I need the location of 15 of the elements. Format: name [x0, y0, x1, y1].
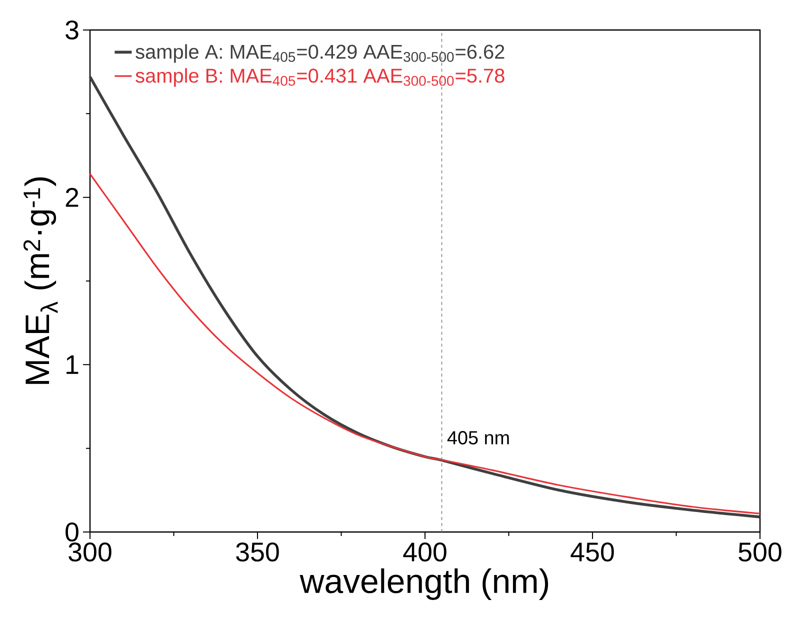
x-tick-label: 300: [68, 542, 112, 562]
legend-label: sample B: MAE$_{405}$=0.431 AAE$_{300-500}$=5.78: [136, 68, 504, 87]
x-tick-label: 500: [738, 542, 782, 562]
x-tick-label: 350: [236, 542, 279, 562]
y-tick-label: 3: [66, 20, 78, 40]
x-tick-label: 450: [570, 542, 614, 562]
x-axis-title: wavelength (nm): [300, 568, 548, 600]
line-series: [89, 173, 761, 514]
y-tick-label: 2: [66, 188, 78, 207]
x-tick-label: 400: [403, 542, 446, 562]
legend-label: sample A: MAE$_{405}$=0.429 AAE$_{300-500}$=6.62: [136, 44, 504, 63]
y-axis-title: MAE$_{λ}$ (m$^{2}$·g$^{-1}$): [23, 177, 58, 384]
y-tick-label: 1: [66, 355, 78, 374]
y-tick-label: 0: [66, 522, 78, 542]
ref-line-label: 405 nm: [447, 431, 509, 444]
